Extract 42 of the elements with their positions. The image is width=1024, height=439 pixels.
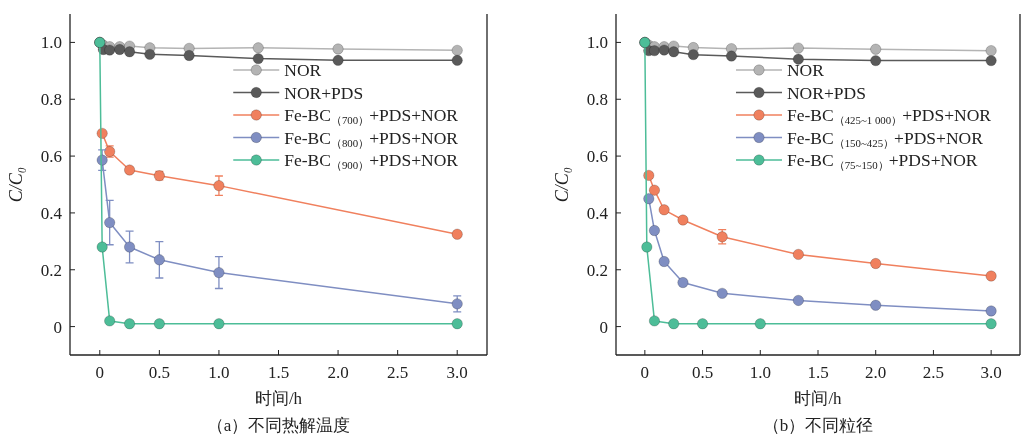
x-tick-label: 2.5	[387, 363, 409, 382]
y-tick-label: 0.6	[586, 147, 608, 167]
y-tick-label: 0.8	[40, 90, 62, 110]
y-tick-label: 0.6	[40, 147, 62, 167]
legend-label: Fe-BC$_{（700）}$+PDS+NOR	[284, 105, 459, 126]
legend-label: Fe-BC$_{（800）}$+PDS+NOR	[284, 127, 459, 149]
legend-label: Fe-BC$_{（425~1 000）}$+PDS+NOR	[786, 105, 992, 126]
x-axis-title: 时间/h	[254, 389, 303, 408]
x-tick-label: 2.0	[865, 363, 887, 382]
x-tick-label: 3.0	[446, 363, 468, 382]
x-axis-title: 时间/h	[794, 389, 843, 408]
y-tick-label: 1.0	[586, 33, 608, 53]
y-tick-label: 0.8	[586, 90, 608, 110]
legend-label: NOR	[284, 60, 322, 80]
y-tick-label: 0.4	[40, 203, 63, 223]
x-tick-label: 1.0	[749, 363, 771, 382]
text: （b）不同粒径	[762, 416, 874, 435]
x-tick-label: 2.5	[922, 363, 945, 382]
x-tick-label: 3.0	[980, 363, 1002, 382]
legend-label: NOR	[786, 60, 825, 80]
legend-label: Fe-BC$_{（150~425）}$+PDS+NOR	[786, 127, 984, 149]
x-tick-label: 2.0	[327, 363, 349, 382]
x-tick-label: 1.5	[807, 363, 829, 382]
x-tick-label: 0.5	[691, 363, 714, 382]
y-axis-title: C/C₀	[552, 166, 572, 203]
legend-label: Fe-BC$_{（900）}$+PDS+NOR	[284, 150, 459, 171]
x-tick-label: 1.5	[267, 363, 290, 382]
legend-label: NOR+PDS	[786, 82, 866, 103]
x-tick-label: 1.0	[208, 363, 230, 382]
x-tick-label: 0.5	[148, 363, 170, 382]
x-tick-label: 0	[640, 363, 650, 382]
y-axis-title: C/C₀	[6, 166, 26, 203]
y-tick-label: 0	[599, 317, 608, 337]
text: （a）不同热解温度	[206, 416, 351, 435]
x-tick-label: 0	[95, 363, 105, 382]
y-tick-label: 0.2	[40, 260, 62, 280]
legend-label: NOR+PDS	[284, 82, 364, 103]
y-tick-label: 1.0	[40, 33, 62, 53]
legend-label: Fe-BC$_{（75~150）}$+PDS+NOR	[786, 150, 978, 171]
y-tick-label: 0	[53, 317, 62, 337]
y-tick-label: 0.4	[586, 203, 609, 223]
y-tick-label: 0.2	[586, 260, 608, 280]
